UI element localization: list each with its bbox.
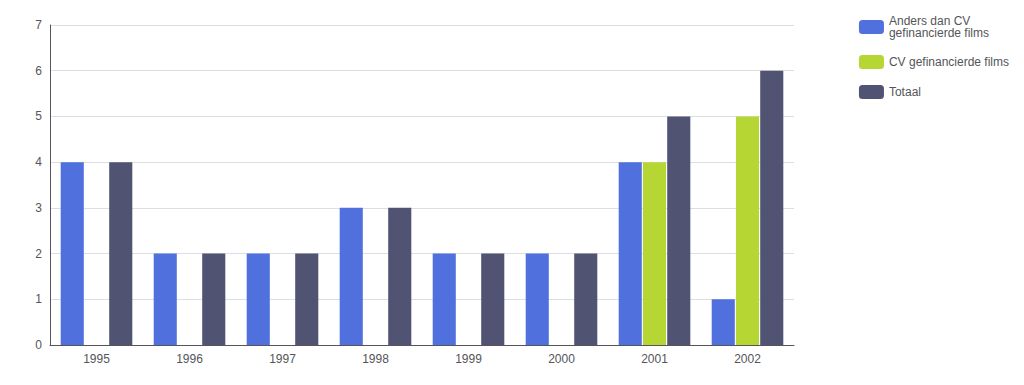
svg-text:2: 2 — [35, 247, 42, 261]
svg-text:4: 4 — [35, 155, 42, 169]
svg-text:0: 0 — [35, 338, 42, 352]
svg-text:2002: 2002 — [734, 352, 761, 366]
svg-text:1999: 1999 — [455, 352, 482, 366]
svg-text:gefinancierde films: gefinancierde films — [889, 26, 989, 40]
svg-text:1998: 1998 — [362, 352, 389, 366]
svg-text:Totaal: Totaal — [889, 85, 921, 99]
svg-text:Anders dan CV: Anders dan CV — [888, 14, 971, 28]
svg-text:1996: 1996 — [176, 352, 203, 366]
svg-text:CV gefinancierde films: CV gefinancierde films — [889, 55, 1009, 69]
svg-text:5: 5 — [35, 109, 42, 123]
svg-text:6: 6 — [35, 64, 42, 78]
svg-text:7: 7 — [35, 18, 42, 32]
svg-text:3: 3 — [35, 201, 42, 215]
svg-text:1995: 1995 — [83, 352, 110, 366]
svg-text:2000: 2000 — [548, 352, 575, 366]
svg-text:1997: 1997 — [269, 352, 296, 366]
svg-text:2001: 2001 — [641, 352, 668, 366]
svg-text:1: 1 — [35, 292, 42, 306]
